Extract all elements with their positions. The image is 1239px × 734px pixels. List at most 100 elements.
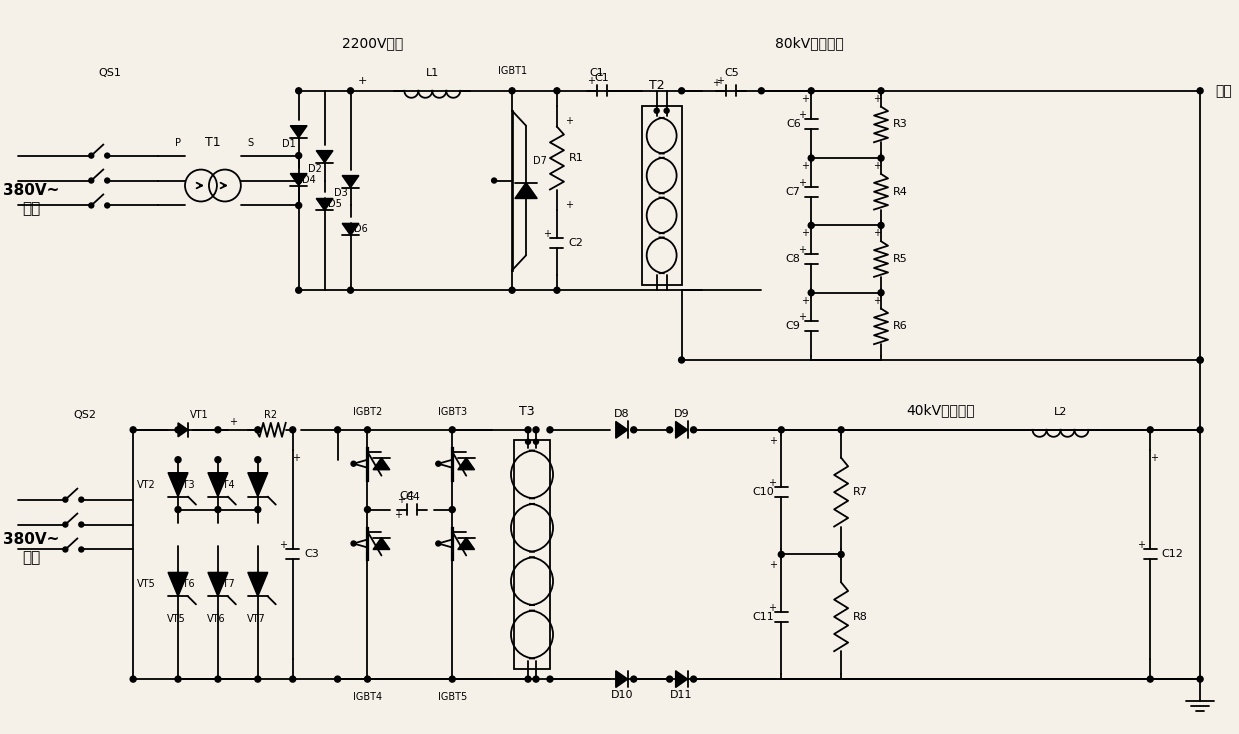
Text: R3: R3	[893, 120, 908, 129]
Text: D6: D6	[353, 225, 367, 234]
Text: VT2: VT2	[138, 479, 156, 490]
Circle shape	[878, 88, 883, 94]
Polygon shape	[616, 671, 628, 688]
Bar	[514, 440, 550, 669]
Text: C5: C5	[724, 68, 738, 78]
Circle shape	[667, 427, 673, 433]
Polygon shape	[290, 126, 307, 138]
Text: VT5: VT5	[167, 614, 186, 625]
Text: 80kV脉冲输出: 80kV脉冲输出	[774, 36, 844, 50]
Circle shape	[554, 287, 560, 293]
Circle shape	[255, 676, 260, 682]
Text: IGBT5: IGBT5	[437, 692, 467, 702]
Text: +: +	[769, 436, 777, 446]
Text: +: +	[798, 178, 805, 188]
Text: 输入: 输入	[22, 201, 41, 216]
Text: VT7: VT7	[217, 579, 235, 589]
Circle shape	[296, 203, 301, 208]
Circle shape	[546, 676, 553, 682]
Polygon shape	[169, 573, 188, 596]
Text: IGBT2: IGBT2	[353, 407, 382, 417]
Circle shape	[351, 541, 356, 546]
Text: +: +	[798, 111, 805, 120]
Circle shape	[1197, 427, 1203, 433]
Polygon shape	[342, 223, 359, 236]
Text: +: +	[712, 78, 721, 88]
Text: T1: T1	[206, 136, 221, 149]
Circle shape	[364, 427, 370, 433]
Circle shape	[290, 427, 296, 433]
Text: R4: R4	[893, 186, 908, 197]
Circle shape	[348, 88, 353, 94]
Circle shape	[105, 153, 110, 158]
Text: +: +	[802, 228, 809, 239]
Text: +: +	[873, 161, 881, 171]
Circle shape	[89, 203, 94, 208]
Text: D10: D10	[611, 690, 633, 700]
Text: R6: R6	[893, 321, 908, 331]
Circle shape	[1197, 357, 1203, 363]
Polygon shape	[178, 423, 188, 437]
Polygon shape	[458, 537, 475, 550]
Circle shape	[351, 461, 356, 466]
Text: +: +	[544, 229, 551, 239]
Polygon shape	[373, 537, 390, 550]
Circle shape	[450, 676, 455, 682]
Text: C10: C10	[752, 487, 774, 497]
Text: D2: D2	[307, 164, 322, 173]
Bar	[642, 106, 681, 286]
Text: T3: T3	[519, 405, 535, 418]
Circle shape	[79, 497, 84, 502]
Circle shape	[838, 551, 844, 557]
Circle shape	[130, 676, 136, 682]
Circle shape	[450, 506, 455, 512]
Circle shape	[348, 287, 353, 293]
Circle shape	[525, 439, 530, 444]
Text: VT3: VT3	[177, 479, 196, 490]
Circle shape	[778, 551, 784, 557]
Text: +: +	[873, 94, 881, 103]
Circle shape	[1147, 427, 1154, 433]
Polygon shape	[675, 421, 688, 438]
Circle shape	[335, 676, 341, 682]
Circle shape	[878, 155, 883, 161]
Text: C12: C12	[1162, 550, 1183, 559]
Text: +: +	[229, 417, 237, 427]
Circle shape	[679, 357, 685, 363]
Circle shape	[878, 222, 883, 228]
Circle shape	[296, 287, 301, 293]
Text: S: S	[248, 138, 254, 148]
Text: R5: R5	[893, 254, 908, 264]
Text: C1: C1	[595, 73, 610, 84]
Text: T2: T2	[649, 79, 664, 92]
Circle shape	[1147, 676, 1154, 682]
Circle shape	[525, 427, 532, 433]
Polygon shape	[316, 150, 333, 163]
Circle shape	[631, 427, 637, 433]
Text: 40kV基波输出: 40kV基波输出	[907, 403, 975, 417]
Circle shape	[436, 541, 441, 546]
Text: C3: C3	[304, 550, 318, 559]
Text: 380V~: 380V~	[4, 532, 59, 547]
Circle shape	[175, 457, 181, 462]
Text: VT4: VT4	[217, 479, 235, 490]
Text: +: +	[798, 245, 805, 255]
Text: 输入: 输入	[22, 550, 41, 565]
Circle shape	[690, 427, 696, 433]
Circle shape	[105, 178, 110, 183]
Text: VT6: VT6	[207, 614, 225, 625]
Text: +: +	[587, 76, 595, 87]
Circle shape	[214, 676, 221, 682]
Text: IGBT1: IGBT1	[498, 66, 527, 76]
Text: +: +	[565, 200, 572, 211]
Text: C2: C2	[569, 238, 584, 248]
Text: +: +	[1136, 540, 1145, 550]
Circle shape	[654, 108, 659, 113]
Circle shape	[450, 427, 455, 433]
Circle shape	[509, 287, 515, 293]
Polygon shape	[208, 473, 228, 497]
Text: 380V~: 380V~	[4, 183, 59, 198]
Circle shape	[214, 427, 221, 433]
Text: L2: L2	[1054, 407, 1067, 417]
Text: +: +	[1150, 453, 1158, 462]
